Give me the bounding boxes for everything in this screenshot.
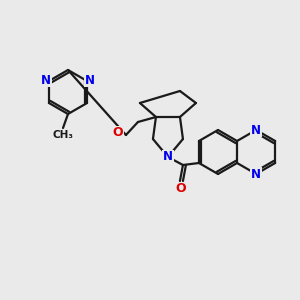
Text: N: N bbox=[41, 74, 51, 86]
Text: N: N bbox=[163, 151, 173, 164]
Text: CH₃: CH₃ bbox=[52, 130, 74, 140]
Text: O: O bbox=[176, 182, 186, 196]
Text: O: O bbox=[112, 127, 123, 140]
Text: N: N bbox=[251, 124, 261, 136]
Text: N: N bbox=[251, 167, 261, 181]
Text: N: N bbox=[85, 74, 95, 86]
